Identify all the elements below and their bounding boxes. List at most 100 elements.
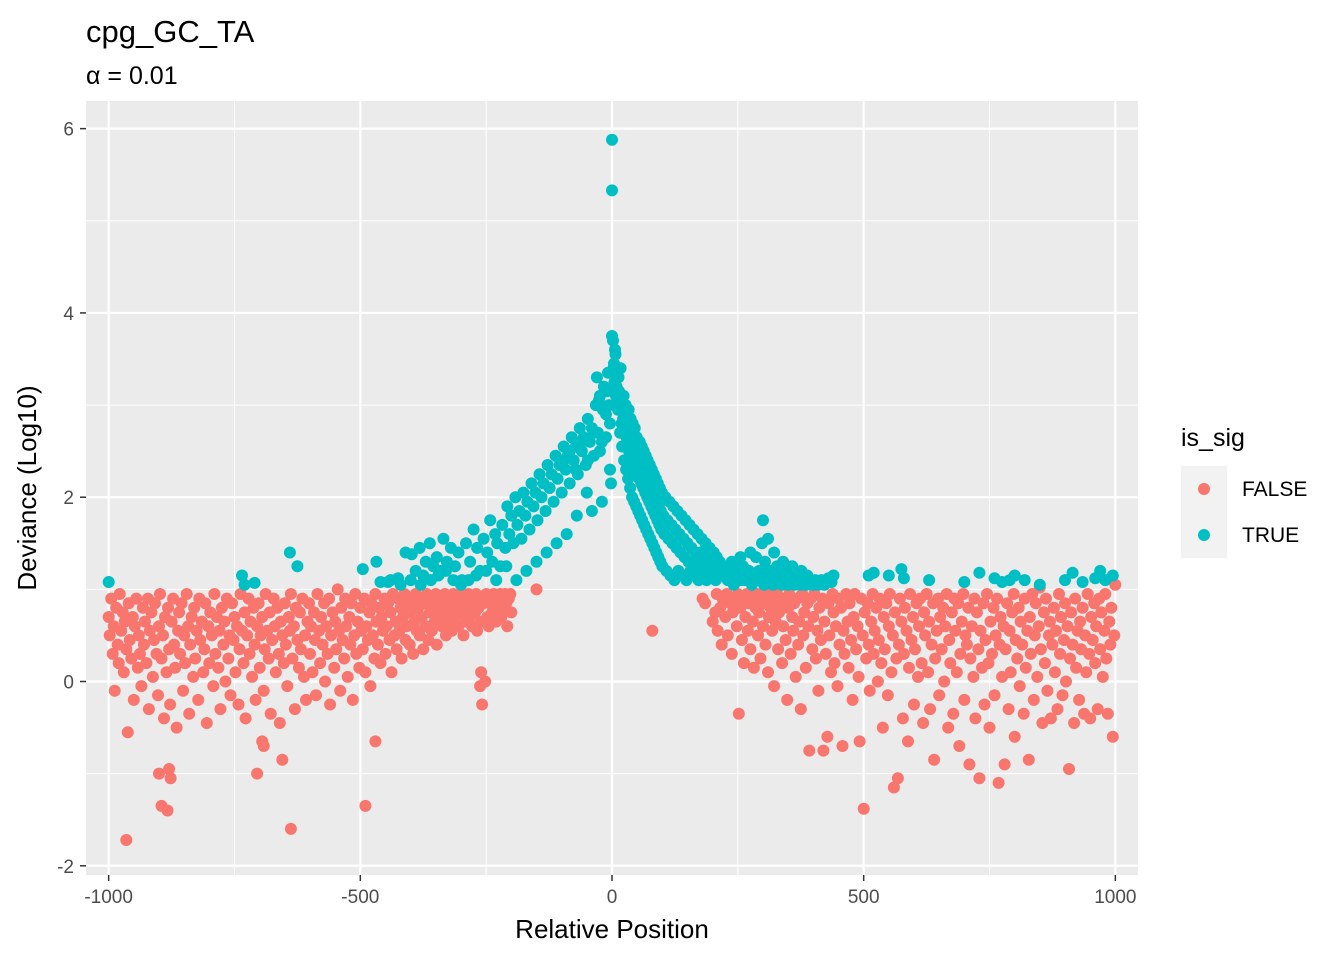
point-false	[304, 647, 316, 660]
point-false	[117, 666, 130, 679]
point-false	[983, 721, 996, 734]
point-false	[784, 647, 797, 660]
point-false	[831, 680, 844, 693]
point-true	[452, 546, 465, 559]
point-false	[913, 620, 925, 633]
point-false	[1091, 703, 1104, 716]
point-true	[592, 394, 605, 407]
point-false	[334, 684, 347, 697]
point-false	[258, 643, 271, 656]
point-false	[267, 592, 280, 605]
point-false	[798, 606, 811, 619]
point-false	[1081, 588, 1094, 600]
x-tick-label: 0	[607, 887, 618, 908]
point-false	[706, 615, 719, 628]
point-false	[732, 707, 745, 720]
point-false	[149, 597, 161, 610]
point-false	[164, 772, 177, 785]
point-false	[286, 652, 299, 665]
point-false	[1083, 647, 1096, 660]
point-false	[108, 684, 121, 697]
point-false	[284, 588, 297, 600]
point-false	[922, 666, 935, 679]
point-false	[939, 620, 952, 633]
point-true	[1033, 578, 1046, 591]
point-false	[918, 606, 931, 619]
point-false	[908, 698, 920, 711]
point-true	[525, 477, 538, 490]
point-false	[850, 643, 863, 656]
point-false	[952, 597, 965, 610]
point-false	[120, 834, 133, 846]
y-axis-title: Deviance (Log10)	[12, 385, 42, 590]
point-false	[199, 597, 212, 610]
point-false	[123, 634, 136, 646]
point-false	[1038, 657, 1051, 670]
point-true	[604, 463, 616, 476]
point-false	[324, 698, 337, 711]
point-true	[560, 528, 573, 541]
point-false	[292, 661, 305, 674]
point-false	[179, 657, 192, 670]
point-false	[1061, 620, 1074, 633]
point-false	[886, 629, 899, 642]
point-true	[481, 546, 494, 559]
point-false	[779, 634, 792, 646]
point-false	[530, 583, 543, 596]
point-false	[1039, 592, 1052, 605]
point-false	[730, 620, 743, 633]
point-true	[550, 537, 563, 550]
point-false	[885, 666, 898, 679]
point-false	[476, 698, 489, 711]
point-true	[1106, 569, 1119, 582]
point-true	[570, 509, 583, 522]
point-false	[407, 647, 420, 660]
point-false	[957, 588, 970, 600]
point-false	[253, 661, 266, 674]
point-true	[606, 133, 618, 146]
point-false	[915, 657, 928, 670]
point-false	[735, 634, 748, 646]
point-true	[238, 578, 251, 591]
point-false	[238, 606, 251, 619]
point-false	[218, 615, 231, 628]
point-true	[510, 574, 523, 587]
point-true	[541, 459, 554, 471]
point-false	[989, 629, 1002, 642]
point-true	[1094, 564, 1107, 577]
point-false	[994, 611, 1007, 623]
point-false	[382, 597, 394, 610]
point-true	[248, 576, 261, 589]
point-false	[1073, 693, 1086, 706]
legend: is_sig FALSE TRUE	[1181, 424, 1307, 558]
point-false	[330, 643, 343, 656]
point-false	[872, 634, 885, 646]
point-true	[533, 468, 546, 481]
point-false	[241, 629, 254, 642]
point-false	[192, 693, 205, 706]
point-true	[374, 576, 387, 588]
point-false	[257, 684, 270, 697]
point-false	[126, 611, 139, 623]
point-true	[603, 399, 615, 412]
point-false	[354, 601, 367, 614]
point-false	[917, 717, 930, 729]
point-false	[279, 638, 292, 651]
point-false	[833, 638, 846, 651]
point-false	[371, 638, 384, 651]
point-false	[249, 693, 262, 706]
point-false	[1041, 684, 1054, 697]
point-false	[152, 689, 164, 702]
point-false	[222, 652, 235, 665]
point-false	[1047, 601, 1060, 614]
x-tick-label: 500	[848, 887, 880, 908]
point-false	[155, 652, 168, 665]
x-tick-label: -500	[341, 887, 379, 908]
point-true	[503, 528, 516, 541]
point-false	[116, 606, 129, 619]
point-false	[366, 629, 379, 642]
point-false	[207, 680, 220, 693]
point-false	[999, 643, 1012, 656]
point-false	[876, 721, 889, 734]
